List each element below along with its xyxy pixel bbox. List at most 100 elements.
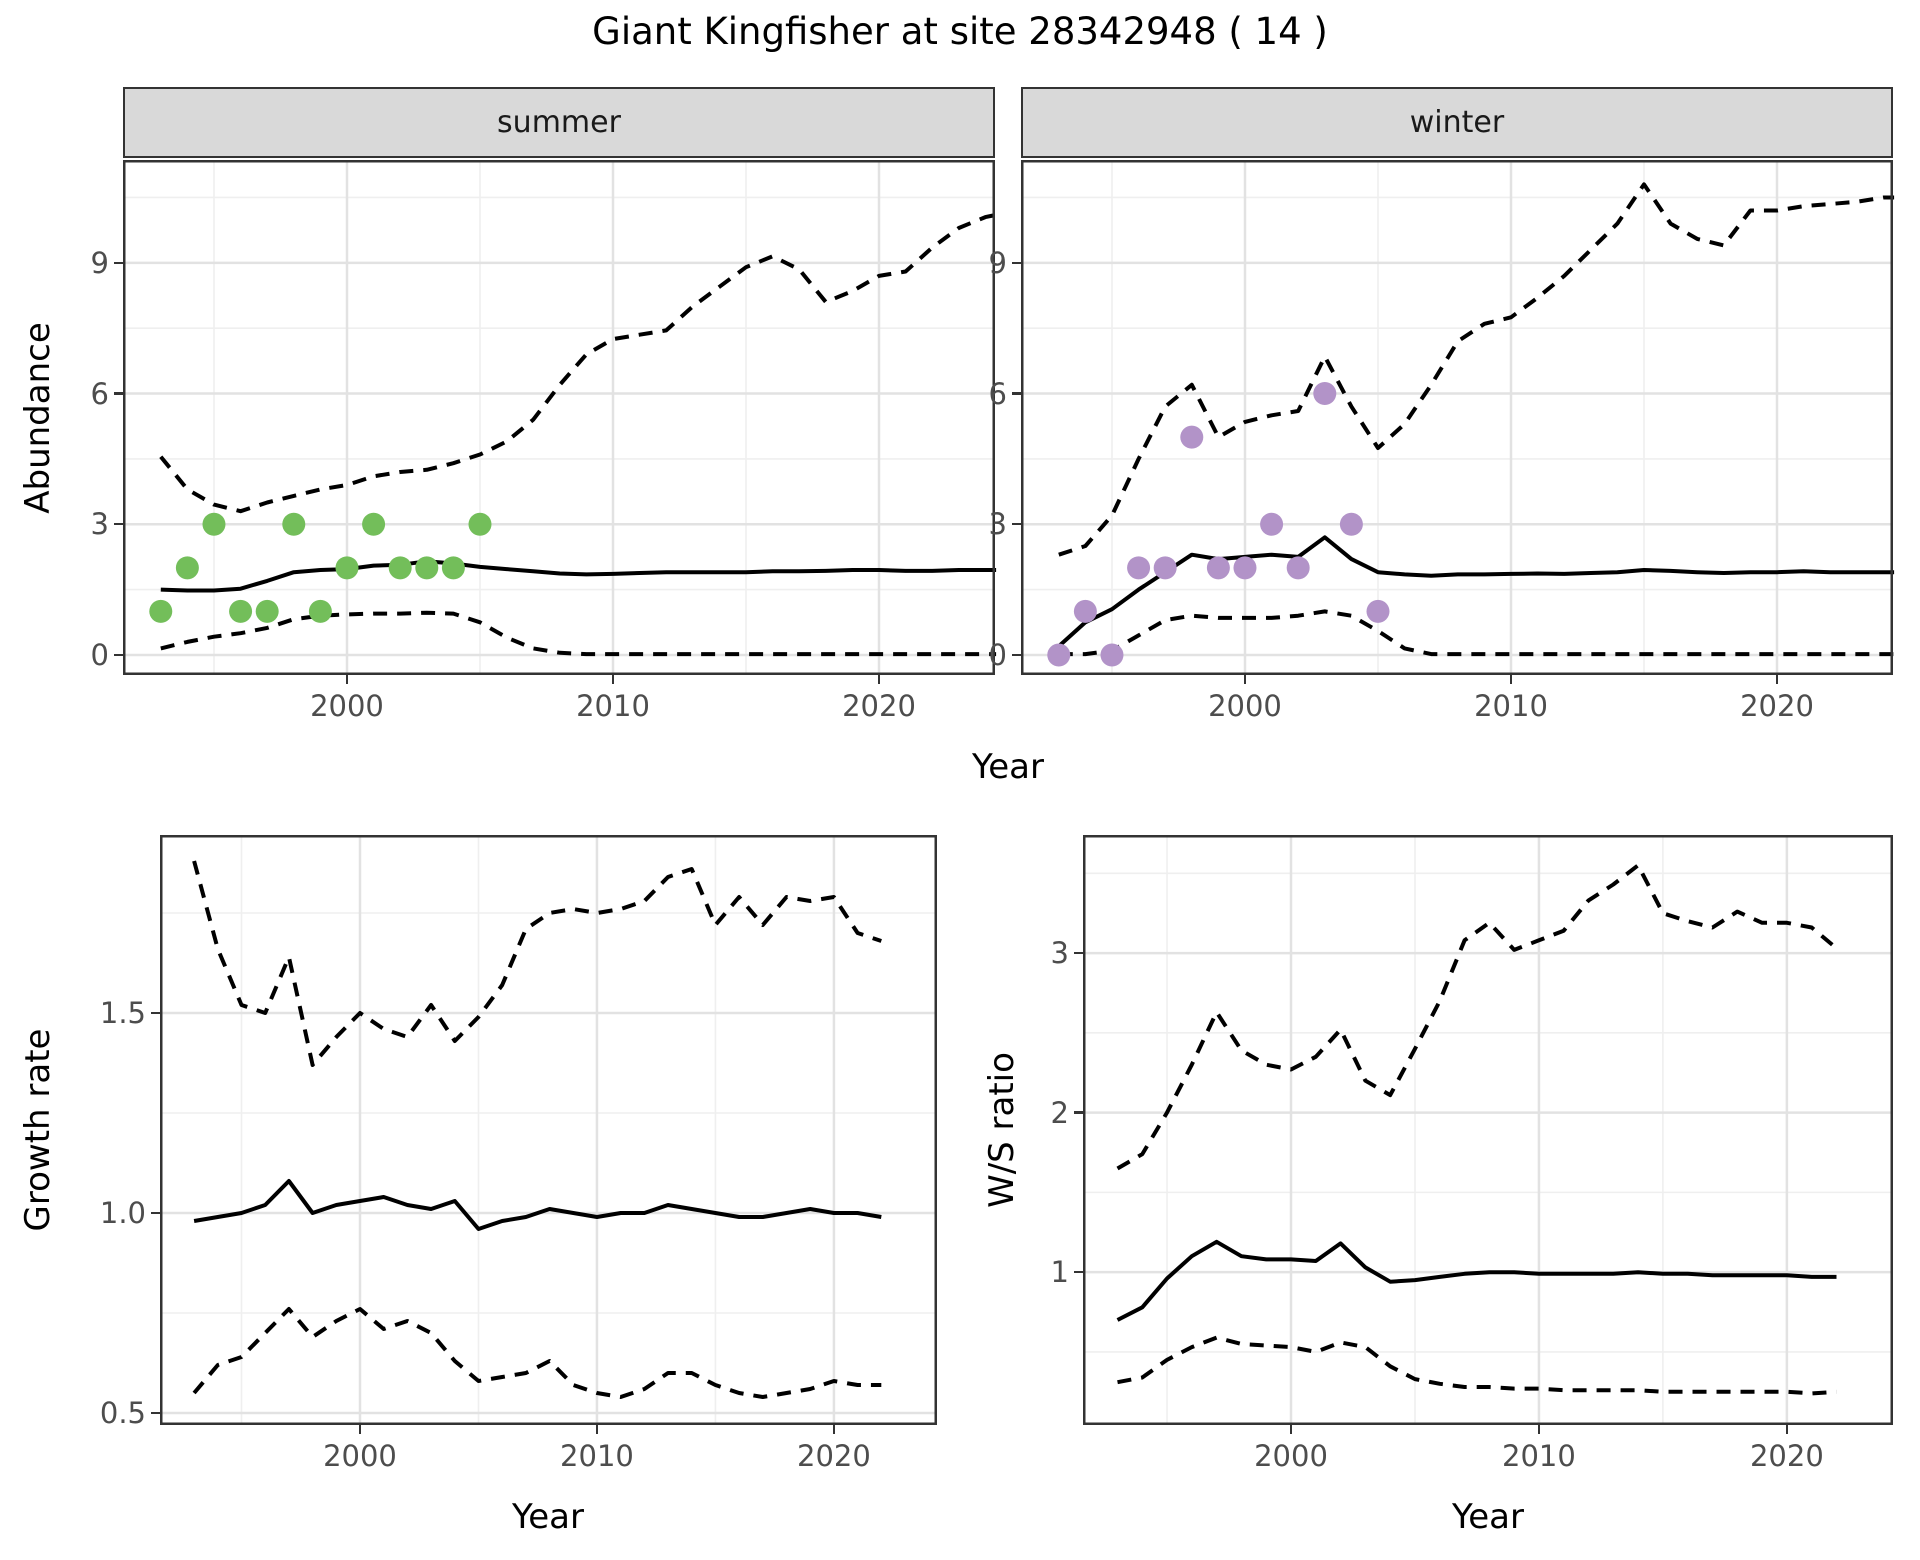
ws-ratio-plot: [1083, 835, 1893, 1425]
observation-point: [1260, 512, 1284, 536]
x-tick-label: 2000: [1208, 689, 1282, 723]
y-tick-label: 2: [1050, 1095, 1069, 1130]
x-axis-tick: [877, 675, 881, 684]
x-tick-label: 2020: [1749, 1439, 1824, 1473]
panel-border: [160, 835, 937, 1425]
y-axis-tick: [151, 1211, 160, 1215]
panel-ws-ratio: 2000 2010 2020 1 2 3: [1051, 835, 1893, 1473]
observation-point: [149, 599, 173, 623]
observation-point: [255, 599, 279, 623]
x-axis-tick: [1785, 1425, 1789, 1434]
observation-point: [1206, 556, 1230, 580]
plot-title: Giant Kingfisher at site 28342948 ( 14 ): [592, 10, 1328, 53]
x-tick-label: 2020: [842, 689, 916, 723]
median-line: [1116, 1239, 1837, 1322]
y-axis-tick: [1074, 951, 1083, 955]
observation-point: [1339, 512, 1363, 536]
y-axis-tick: [114, 261, 123, 265]
observation-point: [441, 556, 465, 580]
median-line: [193, 1179, 882, 1231]
observation-point: [1233, 556, 1257, 580]
observation-point: [1047, 643, 1071, 667]
y-axis-tick: [151, 1011, 160, 1015]
y-axis-title-abundance: Abundance: [18, 322, 58, 514]
observation-point: [1073, 599, 1097, 623]
panel-abundance-summer: 2000 2010 2020 0 3 6 9: [91, 160, 997, 723]
x-tick-label: 2010: [1502, 1439, 1576, 1473]
x-axis-tick: [1509, 675, 1513, 684]
x-tick-label: 2020: [797, 1439, 871, 1473]
y-axis-tick: [114, 653, 123, 657]
x-axis-title-growth-rate: Year: [512, 1497, 584, 1537]
observation-point: [1366, 599, 1390, 623]
x-axis-tick: [1243, 675, 1247, 684]
y-tick-label: 6: [90, 376, 109, 411]
growth-rate-plot: [160, 835, 937, 1425]
abundance-winter-plot: [1021, 160, 1895, 675]
upper-ci-line: [192, 860, 882, 1067]
lower-ci-line: [1117, 1335, 1837, 1396]
x-tick-label: 2020: [1740, 689, 1814, 723]
y-tick-label: 0: [90, 637, 109, 672]
y-axis-title-ws-ratio: W/S ratio: [982, 1052, 1022, 1208]
observation-point: [1180, 425, 1204, 449]
observation-point: [1127, 556, 1151, 580]
upper-ci-line: [1058, 182, 1895, 557]
observation-point: [1313, 382, 1337, 406]
panel-border: [1021, 160, 1893, 675]
x-axis-title-abundance: Year: [972, 747, 1044, 787]
observation-point: [1286, 556, 1310, 580]
upper-ci-line: [1116, 863, 1838, 1171]
x-axis-tick: [832, 1425, 836, 1434]
y-axis-tick: [1074, 1270, 1083, 1274]
observation-point: [1100, 643, 1124, 667]
lower-ci-line: [160, 610, 997, 657]
x-axis-tick: [1537, 1425, 1541, 1434]
facet-strip-summer-label: summer: [497, 105, 621, 140]
y-tick-label: 0.5: [99, 1396, 146, 1430]
lower-ci-line: [1058, 609, 1895, 657]
x-tick-label: 2010: [560, 1439, 634, 1473]
y-tick-label: 3: [1050, 936, 1069, 971]
y-tick-label: 1.0: [99, 1196, 146, 1230]
y-tick-label: 3: [988, 507, 1007, 542]
x-axis-tick: [1289, 1425, 1293, 1434]
x-axis-tick: [1775, 675, 1779, 684]
panel-growth-rate: 2000 2010 2020 0.5 1.0 1.5: [100, 835, 937, 1473]
x-axis-title-ws-ratio: Year: [1452, 1497, 1524, 1537]
y-tick-label: 9: [988, 245, 1007, 280]
panel-border: [123, 160, 995, 675]
y-axis-tick: [1012, 392, 1021, 395]
observation-point: [362, 512, 386, 536]
observation-point: [388, 556, 412, 580]
facet-strip-winter: winter: [1021, 87, 1893, 158]
y-tick-label: 9: [90, 245, 109, 280]
observation-point: [335, 556, 359, 580]
observation-point: [175, 556, 199, 580]
median-line: [160, 559, 997, 593]
y-axis-tick: [1012, 522, 1021, 526]
y-tick-label: 3: [90, 507, 109, 542]
facet-strip-summer: summer: [123, 87, 995, 158]
y-tick-label: 1: [1050, 1255, 1069, 1290]
y-axis-tick: [114, 392, 123, 395]
x-tick-label: 2000: [310, 689, 384, 723]
y-axis-tick: [1012, 261, 1021, 265]
y-axis-tick: [1012, 653, 1021, 657]
observation-point: [282, 512, 306, 536]
observation-point: [229, 599, 253, 623]
x-tick-label: 2010: [576, 689, 650, 723]
y-tick-label: 0: [988, 637, 1007, 672]
x-axis-tick: [611, 675, 615, 684]
x-tick-label: 2000: [1254, 1439, 1328, 1473]
y-axis-tick: [1074, 1111, 1083, 1114]
y-axis-title-growth-rate: Growth rate: [18, 1028, 58, 1232]
panel-abundance-winter: 2000 2010 2020 0 3 6 9: [989, 160, 1895, 723]
observation-point: [415, 556, 439, 580]
x-tick-label: 2000: [323, 1439, 397, 1473]
observation-point: [308, 599, 332, 623]
observation-point: [1153, 556, 1177, 580]
observation-point: [202, 512, 226, 536]
x-axis-tick: [345, 675, 349, 684]
